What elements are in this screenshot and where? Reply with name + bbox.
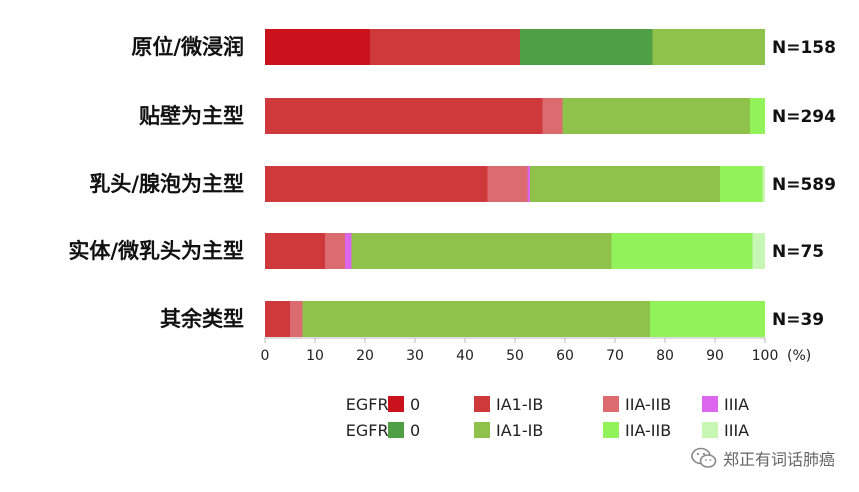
bar-segment-4-7: [611, 233, 753, 269]
category-label: 实体/微乳头为主型: [68, 239, 244, 263]
legend-swatch: [474, 422, 490, 438]
bar-segment-4-6: [351, 233, 612, 269]
bar-segment-5-3: [290, 301, 303, 337]
legend-label: IIIA: [724, 421, 749, 440]
bar-segment-1-1: [265, 29, 370, 65]
category-label: 贴壁为主型: [139, 104, 244, 128]
bar-segment-1-6: [652, 29, 765, 65]
x-axis-unit: (%): [787, 348, 811, 364]
bar-segment-1-5: [520, 29, 653, 65]
x-tick-label: 50: [506, 348, 524, 364]
legend-group-label: EGFR−: [346, 421, 402, 440]
x-tick-label: 90: [706, 348, 724, 364]
n-label: N=294: [772, 107, 836, 127]
legend: EGFR+ 0 IA1-IB IIA-IIB IIIA EGFR− 0 IA1-IB IIA-I…: [346, 395, 749, 440]
x-tick-label: 100: [752, 348, 779, 364]
watermark-text: 郑正有词话肺癌: [722, 450, 835, 469]
bar-segment-5-7: [650, 301, 765, 337]
bar-segment-3-8: [762, 166, 765, 202]
legend-label: IA1-IB: [496, 395, 543, 414]
bar-segment-3-2: [265, 166, 488, 202]
bar-segment-4-2: [265, 233, 325, 269]
bar-segment-3-3: [487, 166, 528, 202]
x-tick-label: 20: [356, 348, 374, 364]
bar-segment-3-7: [720, 166, 763, 202]
legend-swatch: [603, 396, 619, 412]
n-label: N=39: [772, 310, 824, 330]
legend-label: IA1-IB: [496, 421, 543, 440]
x-tick-label: 60: [556, 348, 574, 364]
bar-segment-2-7: [750, 98, 765, 134]
watermark: 郑正有词话肺癌: [691, 446, 835, 470]
bar-segment-4-4: [345, 233, 352, 269]
bar-segment-1-2: [370, 29, 520, 65]
category-label: 原位/微浸润: [131, 35, 244, 59]
bar-segment-3-6: [530, 166, 720, 202]
legend-swatch: [702, 422, 718, 438]
legend-label: IIA-IIB: [625, 395, 671, 414]
bar-segment-4-8: [752, 233, 765, 269]
bar-segment-5-6: [302, 301, 650, 337]
x-tick-label: 70: [606, 348, 624, 364]
legend-group-label: EGFR+: [346, 395, 402, 414]
x-tick-label: 40: [456, 348, 474, 364]
legend-label: 0: [410, 395, 420, 414]
x-tick-label: 0: [261, 348, 270, 364]
x-tick-label: 30: [406, 348, 424, 364]
bars-layer: [265, 29, 765, 337]
n-labels: N=158 N=294 N=589 N=75 N=39: [772, 38, 836, 330]
legend-label: IIA-IIB: [625, 421, 671, 440]
bar-segment-2-6: [562, 98, 750, 134]
x-axis: 0 10 20 30 40 50 60 70 80 90 100 (%): [261, 337, 811, 364]
wechat-icon: [691, 447, 717, 468]
legend-swatch: [702, 396, 718, 412]
category-label: 乳头/腺泡为主型: [89, 172, 244, 196]
n-label: N=158: [772, 38, 836, 58]
legend-swatch: [388, 422, 404, 438]
legend-label: IIIA: [724, 395, 749, 414]
legend-label: 0: [410, 421, 420, 440]
bar-segment-4-3: [325, 233, 345, 269]
legend-swatch: [474, 396, 490, 412]
bar-segment-2-3: [542, 98, 563, 134]
legend-swatch: [603, 422, 619, 438]
category-label: 其余类型: [160, 307, 244, 331]
x-tick-label: 80: [656, 348, 674, 364]
x-tick-label: 10: [306, 348, 324, 364]
bar-segment-3-4: [527, 166, 530, 202]
n-label: N=589: [772, 175, 836, 195]
bar-segment-2-2: [265, 98, 543, 134]
n-label: N=75: [772, 242, 824, 262]
bar-segment-5-2: [265, 301, 290, 337]
legend-swatch: [388, 396, 404, 412]
